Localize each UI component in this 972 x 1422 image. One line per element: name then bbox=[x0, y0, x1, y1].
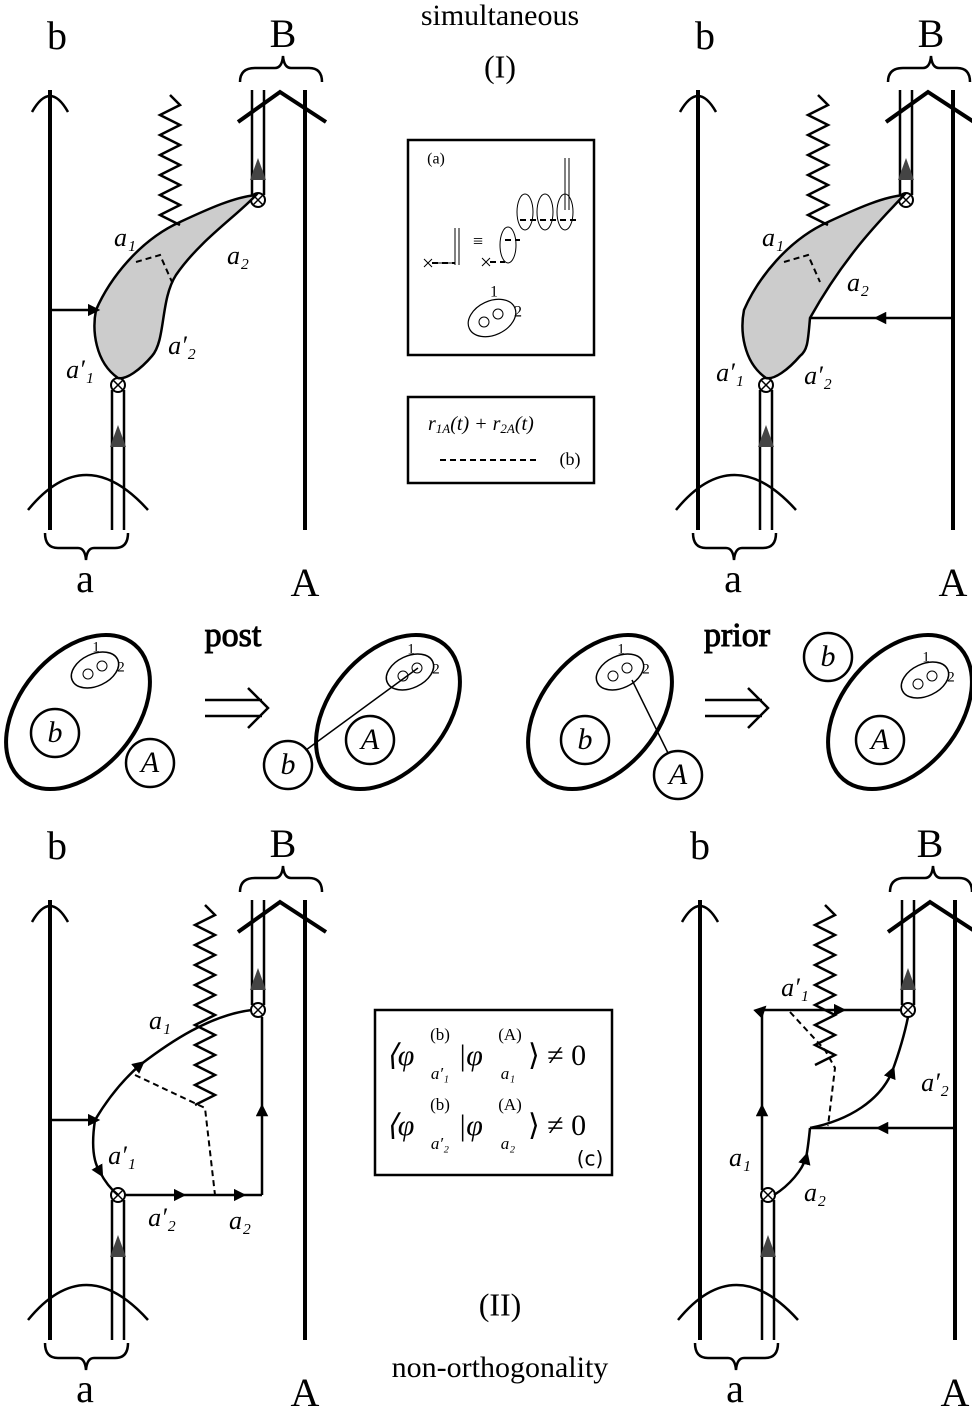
bracket: ⟩ ≠ 0 bbox=[528, 1039, 586, 1072]
label-b: b bbox=[695, 13, 715, 58]
formula-sub: 2A bbox=[500, 421, 515, 436]
superscript: (b) bbox=[430, 1095, 450, 1114]
formula-part: (t) bbox=[515, 413, 534, 435]
particle-label: 1 bbox=[922, 649, 930, 665]
node-A: A bbox=[139, 746, 160, 779]
particle-label: 1 bbox=[92, 639, 100, 655]
label-a2p: a′₂ bbox=[804, 361, 832, 390]
dashed-label: (b) bbox=[560, 449, 581, 470]
label-a2: a₂ bbox=[847, 268, 869, 297]
node-b: b bbox=[821, 640, 836, 673]
panel: B a A a₁ a₂ a′₁ a′₂ bbox=[676, 11, 972, 605]
subscript: a′₂ bbox=[431, 1134, 449, 1153]
formula-part: r bbox=[428, 413, 436, 435]
inset-label: (a) bbox=[427, 151, 445, 168]
node-A: A bbox=[359, 723, 380, 756]
label-a2p: a′₂ bbox=[148, 1203, 176, 1232]
label-A: A bbox=[939, 560, 968, 605]
label-B: B bbox=[270, 11, 297, 56]
label-b: b bbox=[47, 823, 67, 868]
node-b: b bbox=[578, 723, 593, 756]
label-a1: a₁ bbox=[762, 223, 784, 252]
label-a: a bbox=[76, 1366, 94, 1411]
formula-part: (t) + r bbox=[450, 413, 500, 435]
label-a2p: a′₂ bbox=[921, 1068, 949, 1097]
overlap-box: ⟨φ (b) a′₁ |φ (A) a₁ ⟩ ≠ 0 ⟨φ (b) a′₂ |φ… bbox=[375, 1010, 612, 1175]
particle-label: 2 bbox=[642, 661, 650, 677]
transition-label: post bbox=[205, 617, 262, 654]
particle-label: 2 bbox=[117, 659, 125, 675]
panel: b B a A a₁ a₂ a′₁ a′₂ bbox=[28, 821, 326, 1415]
particle-label: 1 bbox=[407, 641, 415, 657]
label-a2: a₂ bbox=[227, 241, 249, 270]
label-a: a bbox=[724, 556, 742, 601]
label-B: B bbox=[270, 821, 297, 866]
figure: simultaneous (I) b B a A a₁ a₂ a′₁ a′₂ B… bbox=[0, 0, 972, 1422]
particle-label: 2 bbox=[432, 661, 440, 677]
equiv: ≡ bbox=[473, 231, 483, 251]
subscript: a′₁ bbox=[431, 1064, 449, 1083]
label-b: b bbox=[690, 823, 710, 868]
bracket: ⟨φ bbox=[386, 1039, 414, 1072]
formula-sub: 1A bbox=[436, 421, 451, 436]
label-A: A bbox=[291, 560, 320, 605]
bracket: |φ bbox=[458, 1109, 483, 1142]
label-A: A bbox=[291, 1370, 320, 1415]
label-a1: a₁ bbox=[149, 1006, 171, 1035]
transitions: post prior bbox=[0, 607, 972, 816]
label-a1: a₁ bbox=[729, 1143, 751, 1172]
label-a1: a₁ bbox=[114, 223, 136, 252]
part-label: (I) bbox=[484, 48, 516, 84]
footer-title: non-orthogonality bbox=[392, 1351, 609, 1384]
label-a2p: a′₂ bbox=[168, 331, 196, 360]
particle-label: 2 bbox=[947, 669, 955, 685]
label-a2: a₂ bbox=[229, 1206, 251, 1235]
transition-label: prior bbox=[704, 617, 771, 654]
superscript: (A) bbox=[498, 1025, 522, 1044]
panel: b B a A a₁ a₂ a′₁ a′₂ bbox=[678, 821, 972, 1415]
label-A: A bbox=[941, 1370, 970, 1415]
label-B: B bbox=[918, 11, 945, 56]
transition-nodes: b A 1 2 b A 1 2 b A 1 2 b A 1 2 bbox=[48, 639, 955, 790]
legend: r1A(t) + r2A(t) (b) bbox=[408, 397, 594, 483]
subscript: a₁ bbox=[501, 1064, 515, 1083]
label-B: B bbox=[917, 821, 944, 866]
label-a1p: a′₁ bbox=[108, 1141, 136, 1170]
subscript: a₂ bbox=[501, 1134, 516, 1153]
inset: (a) ≡ 1 2 bbox=[408, 140, 594, 355]
node-A: A bbox=[667, 758, 688, 791]
bracket: ⟨φ bbox=[386, 1109, 414, 1142]
label-a: a bbox=[726, 1366, 744, 1411]
superscript: (A) bbox=[498, 1095, 522, 1114]
label-a2: a₂ bbox=[804, 1178, 826, 1207]
box-label: (c) bbox=[577, 1147, 604, 1171]
part-label: (II) bbox=[479, 1286, 522, 1322]
particle-label: 1 bbox=[490, 284, 498, 301]
bracket: |φ bbox=[458, 1039, 483, 1072]
node-b: b bbox=[48, 716, 63, 749]
node-A: A bbox=[869, 723, 890, 756]
label-a1p: a′₁ bbox=[781, 973, 809, 1002]
label-a: a bbox=[76, 556, 94, 601]
label-a1p: a′₁ bbox=[66, 355, 94, 384]
title: simultaneous bbox=[421, 0, 579, 32]
particle-label: 1 bbox=[617, 641, 625, 657]
node-b: b bbox=[281, 748, 296, 781]
superscript: (b) bbox=[430, 1025, 450, 1044]
label-b: b bbox=[47, 13, 67, 58]
label-a1p: a′₁ bbox=[716, 358, 744, 387]
bracket: ⟩ ≠ 0 bbox=[528, 1109, 586, 1142]
panel: b B a A a₁ a₂ a′₁ a′₂ bbox=[28, 11, 326, 605]
particle-label: 2 bbox=[514, 304, 522, 321]
